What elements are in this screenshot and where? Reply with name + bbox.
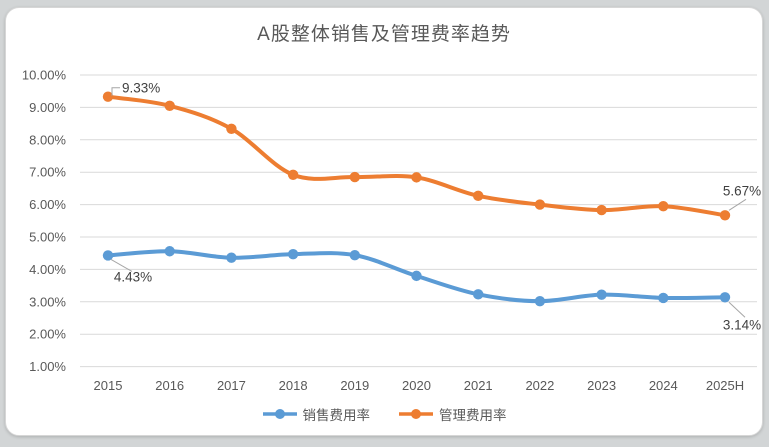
sales-expense-rate-marker	[411, 270, 422, 282]
sales-expense-rate-marker	[226, 252, 237, 263]
annotation-leader-line	[728, 198, 747, 211]
sales-expense-rate-marker	[719, 292, 731, 303]
management-expense-rate-marker	[534, 199, 546, 210]
y-axis-tick-label: 8.00%	[29, 132, 66, 147]
sales-expense-rate-marker	[473, 289, 484, 300]
sales-expense-rate-marker	[102, 250, 114, 261]
management-expense-rate-marker	[226, 123, 237, 134]
sales-expense-rate-marker	[596, 289, 607, 300]
chart-legend: 销售费用率 管理费用率	[6, 404, 762, 424]
x-axis-tick-label: 2015	[94, 378, 123, 393]
sales-expense-rate-marker	[164, 246, 175, 257]
annotation-leader-line	[111, 87, 120, 96]
annotation-leader-line	[728, 301, 746, 318]
data-label: 3.14%	[723, 317, 761, 332]
legend-marker-icon	[399, 409, 433, 419]
legend-label: 管理费用率	[439, 408, 507, 423]
chart-card: A股整体销售及管理费率趋势 10.00% 9.00% 8.00% 7.00% 6.00%…	[5, 7, 763, 436]
management-expense-rate-marker	[349, 171, 360, 183]
legend-marker-icon	[262, 409, 297, 419]
y-axis-tick-label: 2.00%	[29, 327, 66, 342]
management-expense-rate-marker	[411, 172, 422, 183]
management-expense-rate-marker	[164, 100, 175, 111]
y-axis-tick-label: 3.00%	[29, 294, 66, 309]
management-expense-rate-marker	[102, 91, 114, 102]
y-axis-tick-label: 4.00%	[29, 262, 66, 277]
annotation-leader-line	[110, 259, 133, 272]
x-axis-tick-label: 2020	[402, 378, 431, 393]
x-axis-tick-label: 2021	[464, 378, 493, 393]
y-axis-tick-label: 9.00%	[29, 100, 66, 115]
x-axis-tick-label: 2024	[649, 378, 678, 393]
management-expense-rate-marker	[473, 190, 484, 202]
management-expense-rate-marker	[658, 201, 669, 212]
sales-expense-rate-marker	[349, 249, 360, 261]
legend-label: 销售费用率	[302, 408, 371, 423]
sales-expense-rate-marker	[658, 292, 669, 304]
data-label: 5.67%	[723, 183, 761, 198]
y-axis-tick-label: 1.00%	[29, 359, 66, 374]
x-axis-tick-label: 2017	[217, 378, 246, 393]
chart-title: A股整体销售及管理费率趋势	[257, 24, 511, 45]
management-expense-rate-marker	[287, 169, 299, 180]
sales-expense-rate-marker	[287, 248, 299, 260]
x-axis-tick-label: 2022	[525, 378, 554, 393]
x-axis-tick-label: 2019	[340, 378, 369, 393]
x-axis-tick-label: 2018	[279, 378, 308, 393]
x-axis-tick-label: 2025H	[706, 378, 744, 393]
legend-item-management-expense-rate: 管理费用率	[398, 404, 507, 424]
chart-plot-area: 10.00% 9.00% 8.00% 7.00% 6.00% 5.00% 4.00% 3.00…	[22, 68, 761, 394]
y-axis-tick-label: 5.00%	[29, 230, 66, 245]
management-expense-rate-marker	[719, 210, 731, 221]
legend-item-sales-expense-rate: 销售费用率	[262, 404, 371, 424]
y-axis-tick-label: 10.00%	[22, 68, 67, 83]
x-axis-tick-label: 2023	[587, 378, 616, 393]
y-axis-tick-label: 6.00%	[29, 197, 66, 212]
data-label: 4.43%	[114, 269, 152, 284]
data-label: 9.33%	[122, 81, 160, 96]
x-axis-tick-label: 2016	[155, 378, 184, 393]
management-expense-rate-marker	[596, 204, 607, 216]
y-axis-tick-label: 7.00%	[29, 165, 66, 180]
management-expense-rate-line	[106, 94, 727, 218]
sales-expense-rate-marker	[534, 295, 546, 307]
